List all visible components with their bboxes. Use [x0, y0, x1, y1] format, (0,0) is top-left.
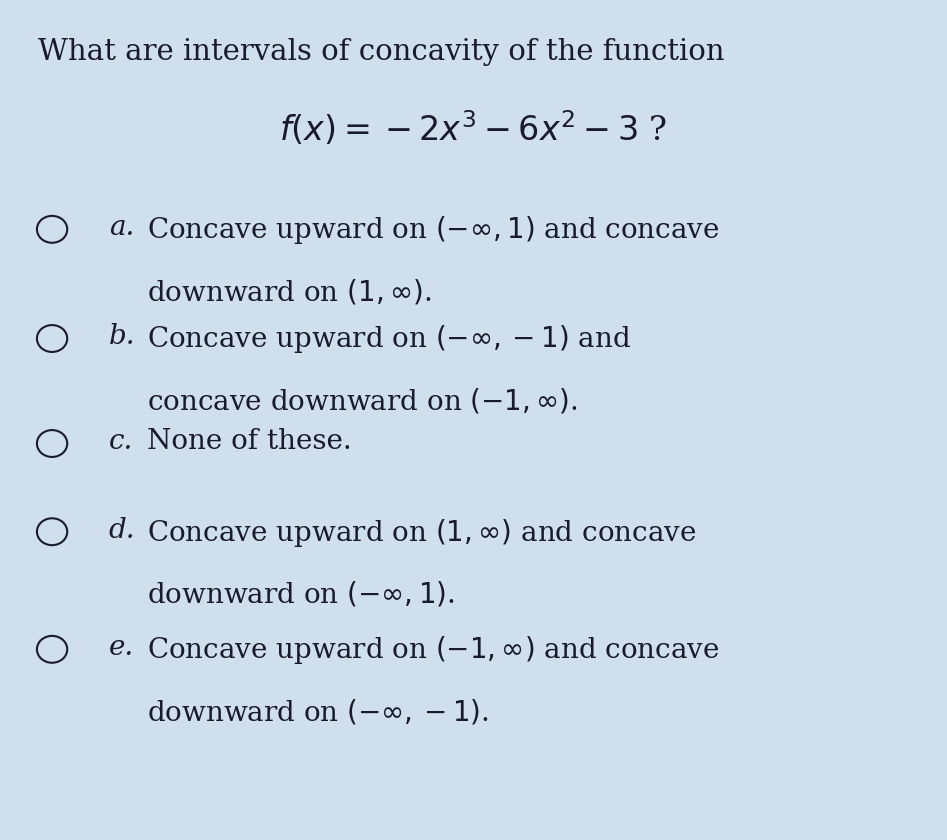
Text: d.: d. — [109, 517, 135, 543]
Text: Concave upward on $(-1, \infty)$ and concave: Concave upward on $(-1, \infty)$ and con… — [147, 634, 720, 666]
Text: What are intervals of concavity of the function: What are intervals of concavity of the f… — [38, 38, 724, 66]
Text: Concave upward on $(1, \infty)$ and concave: Concave upward on $(1, \infty)$ and conc… — [147, 517, 696, 549]
Text: downward on $(1, \infty)$.: downward on $(1, \infty)$. — [147, 277, 431, 307]
Text: e.: e. — [109, 634, 134, 661]
Text: concave downward on $(-1, \infty)$.: concave downward on $(-1, \infty)$. — [147, 386, 578, 416]
Text: downward on $(-\infty, -1)$.: downward on $(-\infty, -1)$. — [147, 697, 489, 727]
Text: Concave upward on $(-\infty, 1)$ and concave: Concave upward on $(-\infty, 1)$ and con… — [147, 214, 720, 246]
Text: None of these.: None of these. — [147, 428, 351, 455]
Text: Concave upward on $(-\infty, -1)$ and: Concave upward on $(-\infty, -1)$ and — [147, 323, 631, 355]
Text: downward on $(-\infty, 1)$.: downward on $(-\infty, 1)$. — [147, 580, 455, 609]
Text: b.: b. — [109, 323, 135, 350]
Text: c.: c. — [109, 428, 134, 455]
Text: $f(x) = -2x^3 - 6x^2 - 3$ ?: $f(x) = -2x^3 - 6x^2 - 3$ ? — [279, 109, 668, 148]
Text: a.: a. — [109, 214, 134, 241]
